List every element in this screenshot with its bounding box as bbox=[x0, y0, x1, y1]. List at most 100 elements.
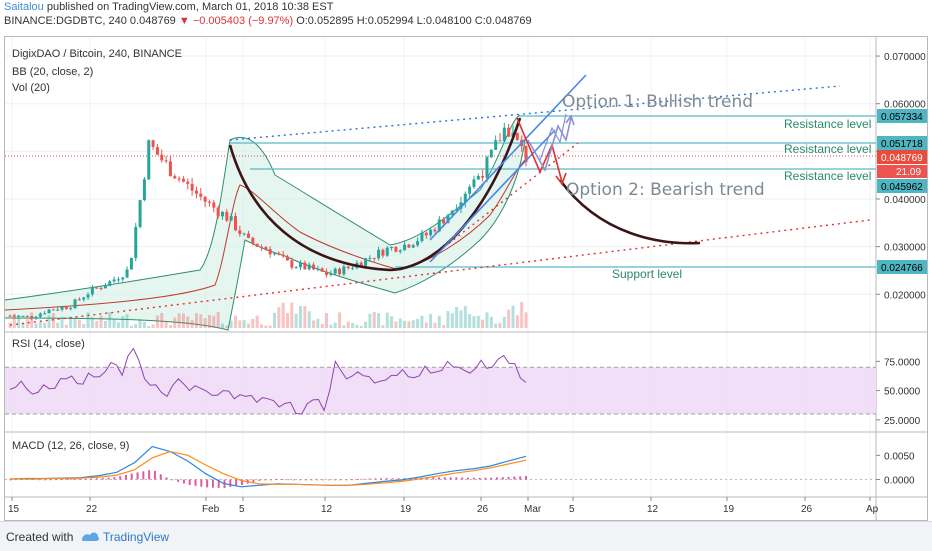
volume-bar bbox=[34, 323, 38, 328]
time-tick-5: 19 bbox=[400, 504, 412, 515]
volume-bar bbox=[103, 320, 107, 328]
macd-hist-bar bbox=[130, 473, 133, 480]
trading-chart[interactable]: Option 1: Bullish trend Option 2: Bearis… bbox=[0, 0, 932, 521]
volume-bar bbox=[329, 324, 333, 328]
rsi-axis: 75.0000 50.0000 25.0000 bbox=[876, 357, 921, 427]
macd-hist-bar bbox=[235, 479, 238, 487]
candle-body bbox=[99, 287, 103, 289]
candle-body bbox=[459, 202, 463, 209]
macd-hist-bar bbox=[339, 479, 342, 481]
candle-body bbox=[485, 157, 489, 178]
candle-body bbox=[316, 268, 320, 270]
option1-label: Option 1: Bullish trend bbox=[562, 92, 753, 112]
candle-body bbox=[307, 264, 311, 270]
volume-bar bbox=[277, 307, 281, 328]
candle-body bbox=[429, 229, 433, 236]
macd-hist-bar bbox=[484, 477, 487, 480]
candle-body bbox=[194, 190, 198, 194]
macd-hist-bar bbox=[113, 477, 116, 480]
time-tick-12: Ap bbox=[866, 504, 879, 515]
candle-body bbox=[186, 181, 190, 184]
volume-bar bbox=[116, 322, 120, 328]
candle-body bbox=[372, 257, 376, 259]
macd-hist-bar bbox=[322, 479, 325, 481]
candle-body bbox=[73, 299, 77, 309]
volume-bar bbox=[51, 313, 55, 328]
volume-bar bbox=[112, 319, 116, 328]
macd-hist-bar bbox=[385, 478, 388, 480]
volume-bars bbox=[8, 301, 528, 328]
candle-body bbox=[303, 262, 307, 270]
macd-hist-bar bbox=[136, 472, 139, 480]
candle-body bbox=[312, 264, 316, 270]
volume-bar bbox=[60, 316, 64, 328]
macd-hist-bar bbox=[478, 477, 481, 480]
macd-hist-bar bbox=[49, 479, 52, 481]
volume-bar bbox=[316, 318, 320, 328]
volume-bar bbox=[403, 321, 407, 328]
candle-body bbox=[95, 287, 99, 289]
volume-bar bbox=[377, 313, 381, 328]
bearish-zigzag bbox=[516, 117, 563, 183]
macd-hist-bar bbox=[426, 477, 429, 480]
bb-fill bbox=[5, 115, 525, 330]
candle-body bbox=[51, 309, 55, 311]
candle-body bbox=[507, 127, 511, 137]
macd-hist-bar bbox=[519, 476, 522, 480]
candle-body bbox=[481, 176, 485, 178]
volume-bar bbox=[69, 316, 73, 328]
candle-body bbox=[177, 178, 181, 180]
volume-bar bbox=[299, 306, 303, 328]
volume-bar bbox=[355, 324, 359, 328]
volume-bar bbox=[338, 312, 342, 328]
rsi-tick-0: 75.0000 bbox=[884, 357, 921, 368]
time-axis[interactable]: 15 22 Feb 5 12 19 26 Mar 5 12 19 26 Ap bbox=[8, 497, 879, 515]
legend-macd: MACD (12, 26, close, 9) bbox=[12, 440, 129, 452]
macd-hist-bar bbox=[455, 477, 458, 480]
candle-body bbox=[398, 250, 402, 252]
volume-bar bbox=[56, 322, 60, 328]
macd-hist-bar bbox=[142, 471, 145, 480]
bullish-arrowhead bbox=[565, 114, 575, 126]
macd-tick-1: 0.0000 bbox=[884, 476, 915, 487]
macd-hist-bar bbox=[472, 477, 475, 480]
volume-bar bbox=[203, 318, 207, 328]
time-tick-8: 5 bbox=[569, 504, 575, 515]
candle-body bbox=[17, 315, 21, 317]
macd-hist-bar bbox=[72, 479, 75, 480]
bearish-arrowhead bbox=[555, 172, 567, 186]
volume-bar bbox=[255, 315, 259, 328]
macd-axis: 0.0050 0.0000 bbox=[876, 451, 915, 487]
volume-bar bbox=[21, 322, 25, 328]
volume-bar bbox=[476, 315, 480, 328]
volume-bar bbox=[472, 316, 476, 328]
volume-bar bbox=[207, 315, 211, 328]
volume-bar bbox=[220, 323, 224, 328]
candle-body bbox=[450, 210, 454, 216]
legend-bb: BB (20, close, 2) bbox=[12, 66, 93, 78]
cup-curve bbox=[228, 117, 522, 272]
time-tick-9: 12 bbox=[647, 504, 659, 515]
macd-hist-bar bbox=[9, 479, 11, 481]
top-trendline bbox=[229, 85, 841, 141]
volume-bar bbox=[264, 325, 268, 328]
macd-hist-bar bbox=[438, 477, 441, 480]
volume-bar bbox=[498, 322, 502, 328]
candle-body bbox=[463, 193, 467, 203]
candle-body bbox=[251, 237, 255, 244]
macd-hist-bar bbox=[513, 476, 516, 480]
macd-hist-bar bbox=[229, 479, 232, 488]
candle-body bbox=[108, 281, 112, 286]
bb-lower bbox=[4, 139, 526, 331]
candle-body bbox=[34, 316, 38, 319]
macd-hist-bar bbox=[351, 479, 354, 481]
macd-hist-bar bbox=[304, 479, 307, 481]
tradingview-brand-link[interactable]: TradingView bbox=[103, 530, 170, 544]
macd-hist-bar bbox=[78, 479, 81, 480]
macd-hist-bar bbox=[380, 478, 383, 480]
candle-body bbox=[160, 154, 164, 161]
candle-body bbox=[333, 268, 337, 274]
macd-hist-bar bbox=[177, 479, 180, 482]
candle-body bbox=[164, 160, 168, 162]
author-link[interactable]: Saitalou bbox=[4, 1, 44, 13]
